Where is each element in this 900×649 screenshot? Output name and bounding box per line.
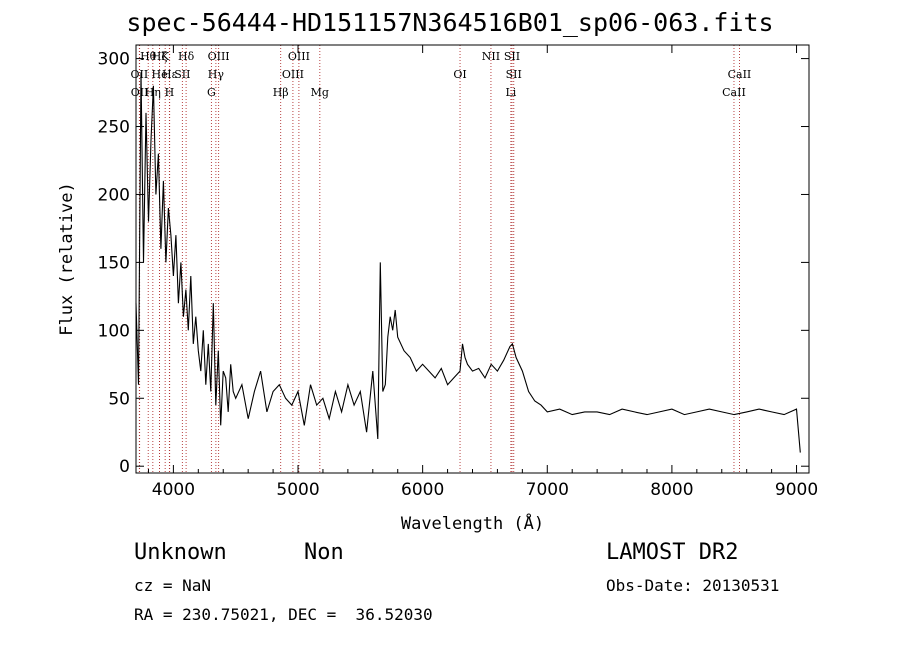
line-marker-label: SII (504, 50, 520, 63)
redshift-cz: cz = NaN (134, 576, 212, 595)
line-marker-label: SII (506, 68, 522, 81)
line-marker-label: Hθ (140, 50, 157, 63)
line-marker-label: Hγ (208, 68, 225, 81)
x-axis-label: Wavelength (Å) (401, 512, 544, 534)
observation-date: Obs-Date: 20130531 (606, 576, 780, 595)
y-tick-label: 250 (98, 118, 130, 138)
y-tick-label: 0 (119, 457, 130, 477)
line-marker-label: Li (505, 86, 516, 99)
line-marker-label: OII (131, 86, 149, 99)
line-marker-label: He (152, 68, 168, 81)
object-class: Unknown (134, 540, 227, 565)
line-marker-label: OI (453, 68, 466, 81)
line-marker-label: Hβ (273, 86, 289, 99)
x-tick-label: 7000 (526, 480, 569, 500)
x-tick-label: 5000 (276, 480, 319, 500)
y-axis-ticks: 0 50 100 150 200 250 300 (98, 50, 809, 477)
x-tick-label: 6000 (401, 480, 444, 500)
line-marker-label: CaII (722, 86, 746, 99)
line-marker-label: NII (482, 50, 500, 63)
spectrum-series (135, 72, 801, 453)
line-marker-label: H (165, 86, 175, 99)
x-axis-ticks: 4000 5000 6000 7000 8000 9000 (147, 45, 818, 500)
line-marker-label: OIII (288, 50, 310, 63)
y-tick-label: 100 (98, 321, 130, 341)
x-tick-label: 9000 (775, 480, 818, 500)
emission-line-labels: OIIOIIHθHηHeHζKHHεSIIHδGHγOIIIHβOIIIOIII… (131, 50, 752, 99)
line-marker-label: G (207, 86, 216, 99)
y-tick-label: 50 (108, 389, 130, 409)
line-marker-label: Hδ (178, 50, 195, 63)
y-tick-label: 300 (98, 50, 130, 70)
line-marker-label: CaII (728, 68, 752, 81)
y-tick-label: 150 (98, 253, 130, 273)
x-tick-label: 8000 (650, 480, 693, 500)
line-marker-label: K (161, 50, 170, 63)
line-marker-label: OII (131, 68, 149, 81)
object-subclass: Non (304, 540, 344, 565)
line-marker-label: Hε (162, 68, 178, 81)
plot-frame (135, 44, 810, 474)
y-axis-label: Flux (relative) (57, 182, 77, 336)
emission-line-markers (138, 45, 740, 473)
chart-title: spec-56444-HD151157N364516B01_sp06-063.f… (126, 8, 774, 37)
spectrum-line (135, 72, 801, 453)
coordinates: RA = 230.75021, DEC = 36.52030 (134, 605, 433, 624)
survey-name: LAMOST DR2 (606, 540, 739, 565)
line-marker-label: OIII (282, 68, 304, 81)
line-marker-label: Hζ (152, 50, 168, 63)
line-marker-label: SII (174, 68, 190, 81)
line-marker-label: OIII (208, 50, 230, 63)
y-tick-label: 200 (98, 185, 130, 205)
x-tick-label: 4000 (152, 480, 195, 500)
line-marker-label: Mg (311, 86, 329, 99)
